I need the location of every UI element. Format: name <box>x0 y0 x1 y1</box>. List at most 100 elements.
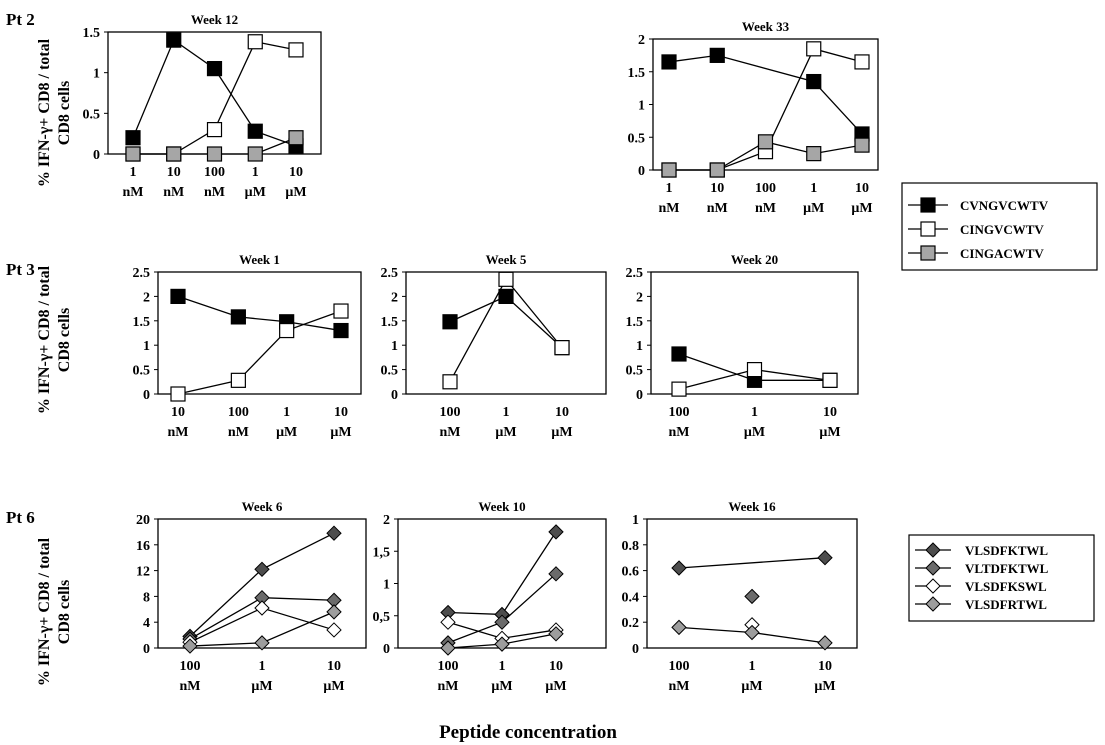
y-tick-label: 0 <box>632 642 639 657</box>
chart-title: Week 12 <box>191 12 238 27</box>
x-tick-label: 10 μM <box>551 405 572 440</box>
legend-marker <box>920 221 936 237</box>
legend-entry: VLSDFRTWL <box>915 596 1047 612</box>
legend-marker <box>925 596 941 612</box>
legend-marker <box>925 578 941 594</box>
data-point <box>442 314 458 330</box>
chart-panel: Week 5 0 0.5 1 1.5 2 2.5 100 nM 1 μM 10 μM <box>381 252 607 440</box>
x-tick-label: 1 μM <box>276 405 297 440</box>
y-tick-label: 0.5 <box>133 364 151 379</box>
x-tick-label: 10 nM <box>163 165 184 200</box>
chart-title: Week 1 <box>239 252 280 267</box>
row-label-pt6: Pt 6 <box>6 508 35 527</box>
series-line <box>678 557 826 569</box>
y-tick-label: 0.5 <box>83 107 101 122</box>
y-tick-label: 1.5 <box>133 315 151 330</box>
data-point <box>817 635 833 651</box>
x-tick-label: 100 nM <box>180 659 201 694</box>
y-tick-label: 4 <box>143 616 150 631</box>
data-point <box>854 54 870 70</box>
x-tick-label: 10 μM <box>330 405 351 440</box>
chart-title: Week 6 <box>242 499 283 514</box>
y-tick-label: 1.5 <box>628 66 646 81</box>
chart-panel: Week 10 0 0,5 1 1,5 2 100 nM 1 μM 10 μM <box>373 499 607 694</box>
legend-entry: CVNGVCWTV <box>908 197 1049 213</box>
data-point <box>822 372 838 388</box>
x-tick-label: 1 μM <box>495 405 516 440</box>
data-point <box>254 600 270 616</box>
y-axis-label-pt2: % IFN-γ+ CD8 / total CD8 cells <box>36 38 73 187</box>
data-point <box>806 146 822 162</box>
y-tick-label: 1 <box>93 67 100 82</box>
x-tick-label: 100 nM <box>204 165 225 200</box>
legend-label: VLSDFKTWL <box>965 543 1048 558</box>
legend-pt6: VLSDFKTWL VLTDFKTWL VLSDFKSWL VLSDFRTWL <box>908 534 1095 622</box>
legend-marker <box>920 197 936 213</box>
y-tick-label: 2.5 <box>381 266 399 281</box>
data-point <box>288 42 304 58</box>
data-point <box>288 130 304 146</box>
data-point <box>548 566 564 582</box>
data-point <box>247 146 263 162</box>
data-point <box>166 32 182 48</box>
y-tick-label: 1 <box>636 339 643 354</box>
legend-marker <box>925 560 941 576</box>
data-point <box>671 346 687 362</box>
y-tick-label: 0.5 <box>628 131 646 146</box>
y-tick-label: 2 <box>638 33 645 48</box>
y-tick-label: 2 <box>391 290 398 305</box>
y-axis-label-line1: % IFN-γ+ CD8 / total <box>36 265 53 414</box>
data-point <box>806 73 822 90</box>
data-point <box>279 322 295 339</box>
x-tick-label: 1 μM <box>741 659 762 694</box>
data-point <box>494 614 510 630</box>
data-point <box>671 619 687 636</box>
chart-panel: Week 12 0 0.5 1 1.5 1 nM 10 nM 100 nM 1 μM 10 μM <box>83 12 322 200</box>
data-point <box>326 525 342 541</box>
x-tick-label: 1 nM <box>659 181 680 216</box>
data-point <box>170 288 186 304</box>
row-label-pt3: Pt 3 <box>6 260 35 279</box>
data-point <box>230 309 246 325</box>
x-tick-label: 10 μM <box>819 405 840 440</box>
data-point <box>494 636 510 652</box>
chart-panel: Week 16 0 0.2 0.4 0.6 0.8 1 100 nM 1 μM 10 μM <box>622 499 858 694</box>
data-point <box>671 381 687 397</box>
data-point <box>333 303 349 319</box>
data-point <box>817 549 833 566</box>
data-point <box>806 41 822 57</box>
chart-title: Week 33 <box>742 19 790 34</box>
data-point <box>746 362 763 378</box>
y-tick-label: 0.5 <box>381 364 399 379</box>
data-point <box>182 638 198 654</box>
data-point <box>166 146 182 162</box>
plot-frame <box>646 518 858 649</box>
chart-panel: Week 6 0 4 8 12 16 20 100 nM 1 μM 10 μM <box>136 499 367 694</box>
data-point <box>125 130 141 146</box>
x-tick-label: 100 nM <box>438 659 459 694</box>
data-point <box>661 162 677 178</box>
legend-entry: CINGVCWTV <box>908 221 1044 237</box>
y-axis-label-line2: CD8 cells <box>56 81 73 145</box>
y-tick-label: 2 <box>636 290 643 305</box>
data-point <box>247 123 263 139</box>
data-point <box>709 162 725 178</box>
legend-entry: CINGACWTV <box>908 245 1044 261</box>
series-line <box>447 531 557 616</box>
legend-label: VLSDFKSWL <box>965 579 1047 594</box>
legend-label: CINGVCWTV <box>960 222 1044 237</box>
plot-frame <box>650 271 859 395</box>
y-tick-label: 0 <box>391 388 398 403</box>
y-tick-label: 2 <box>383 513 390 528</box>
x-tick-label: 100 nM <box>669 405 690 440</box>
data-point <box>498 288 514 304</box>
legend-label: VLTDFKTWL <box>965 561 1049 576</box>
data-point <box>326 622 342 638</box>
y-tick-label: 1 <box>383 578 390 593</box>
x-tick-label: 1 μM <box>491 659 512 694</box>
chart-panel: Week 33 0 0.5 1 1.5 2 1 nM 10 nM 100 nM 1 μM 10 μM <box>628 19 879 216</box>
legend-label: CVNGVCWTV <box>960 198 1049 213</box>
y-axis-label-pt3: % IFN-γ+ CD8 / total CD8 cells <box>36 265 73 414</box>
data-point <box>661 54 677 70</box>
